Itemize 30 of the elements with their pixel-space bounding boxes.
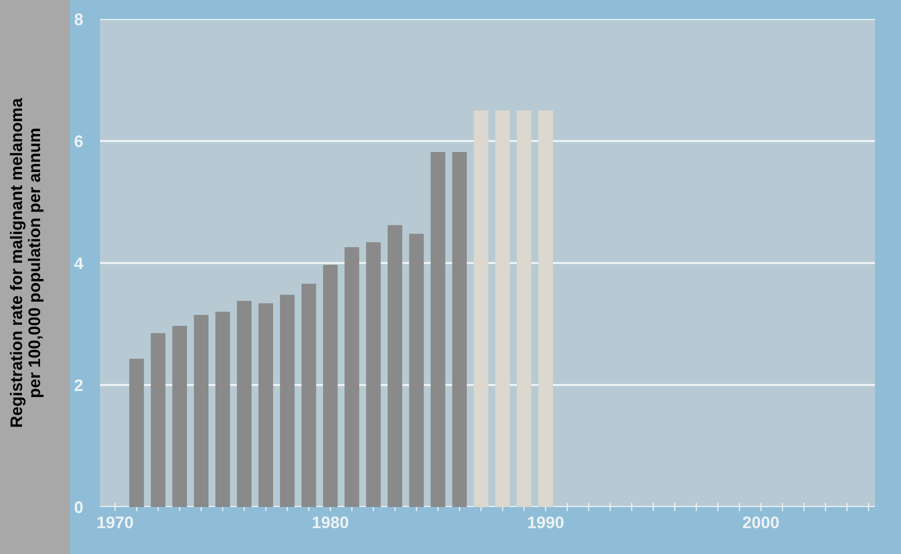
y-tick-label: 6 xyxy=(74,135,83,148)
bar xyxy=(388,225,402,507)
bar xyxy=(452,152,467,507)
bar xyxy=(194,314,208,507)
bar xyxy=(258,303,274,507)
bar xyxy=(538,110,553,507)
bar xyxy=(302,284,316,507)
x-tick-label: 2000 xyxy=(742,516,779,528)
x-tick-label: 1990 xyxy=(528,516,564,528)
bar xyxy=(409,234,424,507)
y-tick-label: 2 xyxy=(74,379,83,392)
y-tick-label: 4 xyxy=(74,258,84,270)
bar xyxy=(215,312,230,507)
x-tick-label: 1970 xyxy=(98,516,133,528)
y-tick-label: 8 xyxy=(74,13,83,26)
bar xyxy=(495,110,510,507)
bar xyxy=(150,333,166,507)
bar xyxy=(366,242,381,507)
bar xyxy=(172,326,187,507)
bar xyxy=(323,264,338,507)
bar xyxy=(474,110,488,507)
x-tick-label: 1980 xyxy=(312,516,348,528)
bar xyxy=(516,110,532,507)
bar xyxy=(280,294,295,507)
bar xyxy=(344,247,360,507)
y-axis-title: Registration rate for malignant melanoma per 100,000 population per annum xyxy=(10,98,44,427)
bar xyxy=(129,358,144,507)
bar xyxy=(430,152,446,507)
y-tick-label: 0 xyxy=(74,501,83,514)
bar xyxy=(236,300,252,507)
